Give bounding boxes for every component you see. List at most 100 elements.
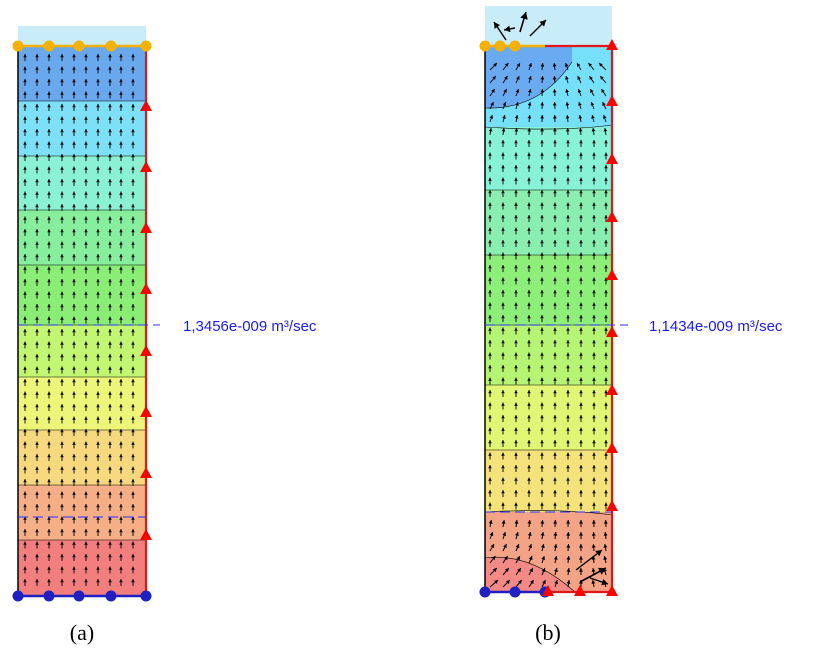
flow-arrow-head — [501, 227, 505, 231]
flow-arrow-head — [579, 202, 583, 206]
flow-arrow-head — [553, 556, 558, 560]
panel-caption-b: (b) — [535, 620, 561, 645]
flow-arrow-head — [23, 91, 27, 95]
flow-arrow-head — [501, 128, 506, 132]
flow-arrow-head — [60, 129, 64, 133]
flow-arrow-head — [47, 441, 51, 445]
flow-arrow-head — [47, 254, 51, 258]
flow-arrow-head — [553, 177, 557, 181]
flow-arrow-head — [47, 541, 51, 545]
flow-arrow-head — [60, 466, 64, 470]
flow-arrow-head — [514, 277, 518, 281]
flow-arrow-head — [72, 341, 76, 345]
flow-arrow-head — [23, 316, 27, 320]
flow-arrow-head — [501, 290, 505, 294]
flow-arrow-head — [553, 440, 557, 444]
flow-arrow-head — [566, 477, 570, 481]
flow-arrow-head — [515, 102, 519, 106]
flow-arrow-head — [489, 115, 494, 119]
flow-arrow-head — [96, 104, 100, 108]
flow-arrow-head — [23, 166, 27, 170]
flow-arrow-head — [579, 215, 583, 219]
flow-arrow-head — [60, 216, 64, 220]
flow-arrow-head — [131, 129, 135, 133]
flow-arrow-head — [84, 479, 88, 483]
contour-band — [18, 325, 146, 377]
flow-arrow-head — [553, 190, 557, 194]
flow-arrow-head — [47, 79, 51, 83]
flow-arrow-head — [514, 452, 518, 456]
flow-arrow-head — [604, 327, 608, 331]
seepage-node — [509, 40, 521, 52]
flow-arrow-head — [119, 316, 123, 320]
flow-arrow-head — [84, 379, 88, 383]
flow-arrow-head — [119, 66, 123, 70]
flow-arrow-head — [553, 128, 557, 132]
flow-arrow-head — [35, 516, 39, 520]
flow-arrow-head — [553, 477, 557, 481]
flow-arrow-head — [72, 354, 76, 358]
flow-arrow-head — [604, 440, 608, 444]
flow-arrow-head — [35, 479, 39, 483]
flow-arrow-head — [579, 377, 583, 381]
flow-arrow-head — [35, 466, 39, 470]
flow-arrow-head — [96, 229, 100, 233]
flow-arrow-head — [578, 544, 583, 548]
contour-band — [485, 450, 612, 512]
flow-arrow-head — [47, 379, 51, 383]
flow-arrow-head — [96, 141, 100, 145]
flow-arrow-head — [592, 240, 596, 244]
flow-arrow-head — [35, 441, 39, 445]
flow-arrow-head — [488, 327, 492, 331]
flow-arrow-head — [131, 191, 135, 195]
flow-arrow-head — [108, 266, 112, 270]
flow-arrow-head — [47, 454, 51, 458]
flow-arrow-head — [84, 179, 88, 183]
flow-arrow-head — [552, 115, 557, 119]
flow-arrow-head — [60, 479, 64, 483]
flow-arrow-head — [566, 568, 571, 572]
flow-arrow-head — [592, 190, 596, 194]
flow-arrow-head — [541, 556, 546, 561]
flow-arrow-head — [514, 465, 518, 469]
flow-arrow-head — [488, 177, 492, 181]
flow-arrow-head — [84, 129, 88, 133]
flow-arrow-head — [566, 490, 570, 494]
flow-arrow-head — [119, 466, 123, 470]
flow-arrow-head — [47, 66, 51, 70]
flow-arrow-head — [96, 216, 100, 220]
contour-band — [485, 190, 612, 255]
flow-arrow-head — [84, 104, 88, 108]
flow-arrow-head — [579, 532, 583, 536]
no-flow-marker — [140, 161, 152, 172]
flow-arrow-head — [60, 554, 64, 558]
flow-arrow-head — [60, 279, 64, 283]
flow-arrow-head — [566, 415, 570, 419]
flow-arrow-head — [84, 241, 88, 245]
flow-arrow-head — [23, 516, 27, 520]
flow-arrow-head — [604, 190, 608, 194]
flow-arrow-head — [72, 66, 76, 70]
flow-arrow-head — [108, 154, 112, 158]
contour-band — [18, 540, 146, 596]
flow-arrow-head — [23, 379, 27, 383]
flow-arrow-head — [592, 165, 596, 169]
flow-arrow-head — [108, 466, 112, 470]
flow-arrow-head — [592, 302, 596, 306]
flow-arrow-head — [603, 532, 608, 536]
flow-arrow-head — [578, 102, 582, 106]
flow-arrow-head — [488, 315, 492, 319]
no-flow-marker — [606, 326, 618, 337]
flow-arrow-head — [588, 63, 593, 67]
flow-arrow-head — [501, 340, 505, 344]
flow-arrow-head — [84, 404, 88, 408]
flow-arrow-head — [488, 140, 492, 144]
contour-band — [18, 101, 146, 156]
flow-arrow-head — [566, 580, 571, 584]
flow-arrow-head — [540, 377, 544, 381]
flow-arrow-head — [72, 154, 76, 158]
flow-arrow-head — [595, 550, 602, 557]
flow-arrow-head — [488, 465, 492, 469]
no-flow-marker — [140, 406, 152, 417]
